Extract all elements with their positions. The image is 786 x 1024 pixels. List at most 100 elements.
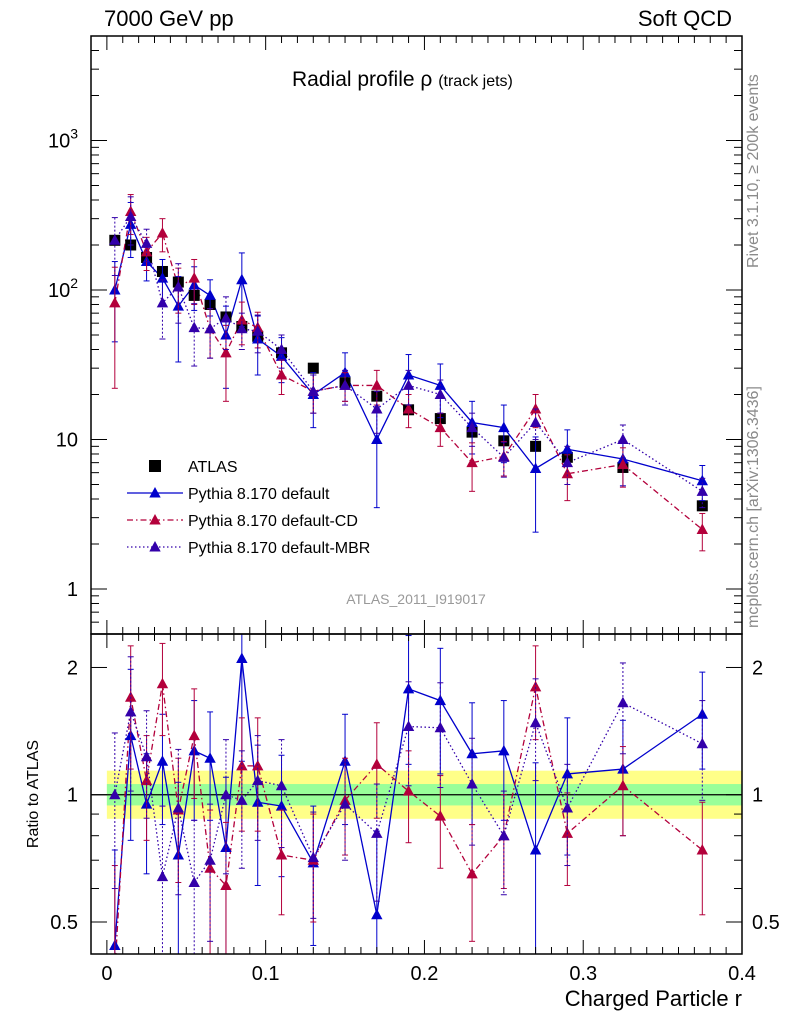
ratio-series-2-marker [275,779,288,791]
ratio-y-tick-label-left: 2 [67,657,78,679]
ratio-series-1-line [115,683,703,954]
main-series-1-marker [529,462,542,473]
legend-label: Pythia 8.170 default-MBR [188,540,370,557]
ratio-series-1-marker [696,844,709,855]
x-tick-label: 0 [101,963,112,985]
ratio-series-0-marker [236,652,248,664]
ratio-series-2-marker [156,870,169,882]
ratio-series-2-marker [124,705,137,717]
main-series-1-marker [371,433,383,444]
main-series-3-marker [252,325,264,336]
ratio-series-2-marker [617,696,629,708]
main-series-3-marker [236,322,248,334]
ratio-series-2-marker [371,827,383,838]
main-series-3-marker [220,311,232,323]
legend-label: Pythia 8.170 default [188,486,330,503]
main-series-2-marker [275,369,288,380]
legend-marker [149,514,161,525]
main-series-3-marker [204,322,216,334]
ratio-series-2-marker [220,788,232,800]
main-series-2-marker [188,272,200,283]
beam-label: 7000 GeV pp [104,6,234,31]
main-series-3-marker [529,416,542,427]
ratio-series-1-marker [236,759,248,771]
ratio-series-1-marker [529,680,542,692]
main-series-1-marker [561,443,574,454]
ratio-series-2-marker [402,720,415,732]
ratio-series-0-marker [402,682,415,694]
main-series-2-marker [466,456,478,468]
main-series-2-marker [434,421,447,433]
atlas-data-point [696,500,708,512]
main-series-3-marker [339,379,351,390]
ratio-series-2-marker [498,829,510,841]
main-series-3-marker [188,321,200,333]
main-series-2-marker [617,458,629,470]
main-series-2-marker [561,467,574,479]
main-series-3-marker [156,296,169,308]
main-series-3-marker [402,379,415,390]
x-tick-label: 0.1 [252,963,280,985]
main-series-3-marker [371,402,383,414]
ratio-series-0-marker [156,755,169,766]
ratio-series-2-marker [140,750,153,762]
ratio-series-2-marker [204,854,216,865]
main-series-3-marker [172,280,185,292]
legend-atlas-marker [149,460,161,472]
x-tick-label: 0.4 [728,963,756,985]
ratio-series-1-marker [275,849,288,860]
ratio-series-0-marker [498,744,510,756]
ratio-series-1-marker [188,729,200,741]
ratio-series-2-marker [529,716,542,728]
main-series-2-marker [696,523,709,535]
x-axis-label: Charged Particle r [565,986,742,1011]
process-label: Soft QCD [637,6,732,31]
ratio-series-1-marker [434,810,447,821]
ratio-series-2-marker [339,798,351,809]
ratio-y-tick-label-right: 2 [752,657,763,679]
main-series-3-marker [561,456,574,468]
atlas-data-point [307,362,319,374]
ratio-series-0-marker [204,752,216,763]
ratio-series-2-marker [236,794,248,805]
chart-text: 0 0.1 0.2 0.3 0.4 1 10 102 103 0.5 0.5 1 1 2 2 Radial p… [25,68,780,1011]
main-series-3-marker [307,385,319,396]
main-series-2-marker [402,402,415,414]
ratio-series-2-line [114,701,703,885]
main-series-2-marker [109,296,121,308]
ratio-series-0-line [114,658,703,946]
ratio-series-2-marker [696,737,709,749]
legend-marker [149,541,161,552]
main-series-2-marker [220,346,232,358]
main-series-3-marker [124,210,137,222]
ratio-frame [90,633,743,955]
legend: ATLAS Pythia 8.170 default Pythia 8.170 de… [127,459,370,557]
chart-marks [109,194,709,955]
ratio-y-tick-label-left: 0.5 [50,912,78,934]
axis-ticks [90,35,743,954]
main-series-2-marker [529,402,542,414]
main-series-1-marker [204,289,216,300]
ratio-y-tick-label-right: 1 [752,785,763,807]
ratio-series-1-marker [124,691,137,702]
ratio-series-0-marker [529,844,542,855]
ratio-series-2-marker [466,778,478,789]
main-series-3-marker [696,485,709,496]
main-series-3-marker [617,433,629,444]
ratio-series-2-marker [252,774,264,786]
main-series-1-line [114,222,703,482]
main-series-3-marker [434,388,447,399]
main-series-3-marker [466,421,478,433]
x-tick-label: 0.2 [411,963,439,985]
ratio-series-0-marker [371,908,383,920]
ratio-series-0-marker [466,747,478,759]
legend-label: ATLAS [188,459,238,476]
main-series-1-marker [402,369,415,380]
main-series-1-marker [498,421,510,433]
ratio-series-2-marker [561,802,574,813]
ratio-series-2-marker [109,788,121,800]
main-series-3-line [114,215,703,492]
ratio-y-axis-label: Ratio to ATLAS [25,740,42,848]
